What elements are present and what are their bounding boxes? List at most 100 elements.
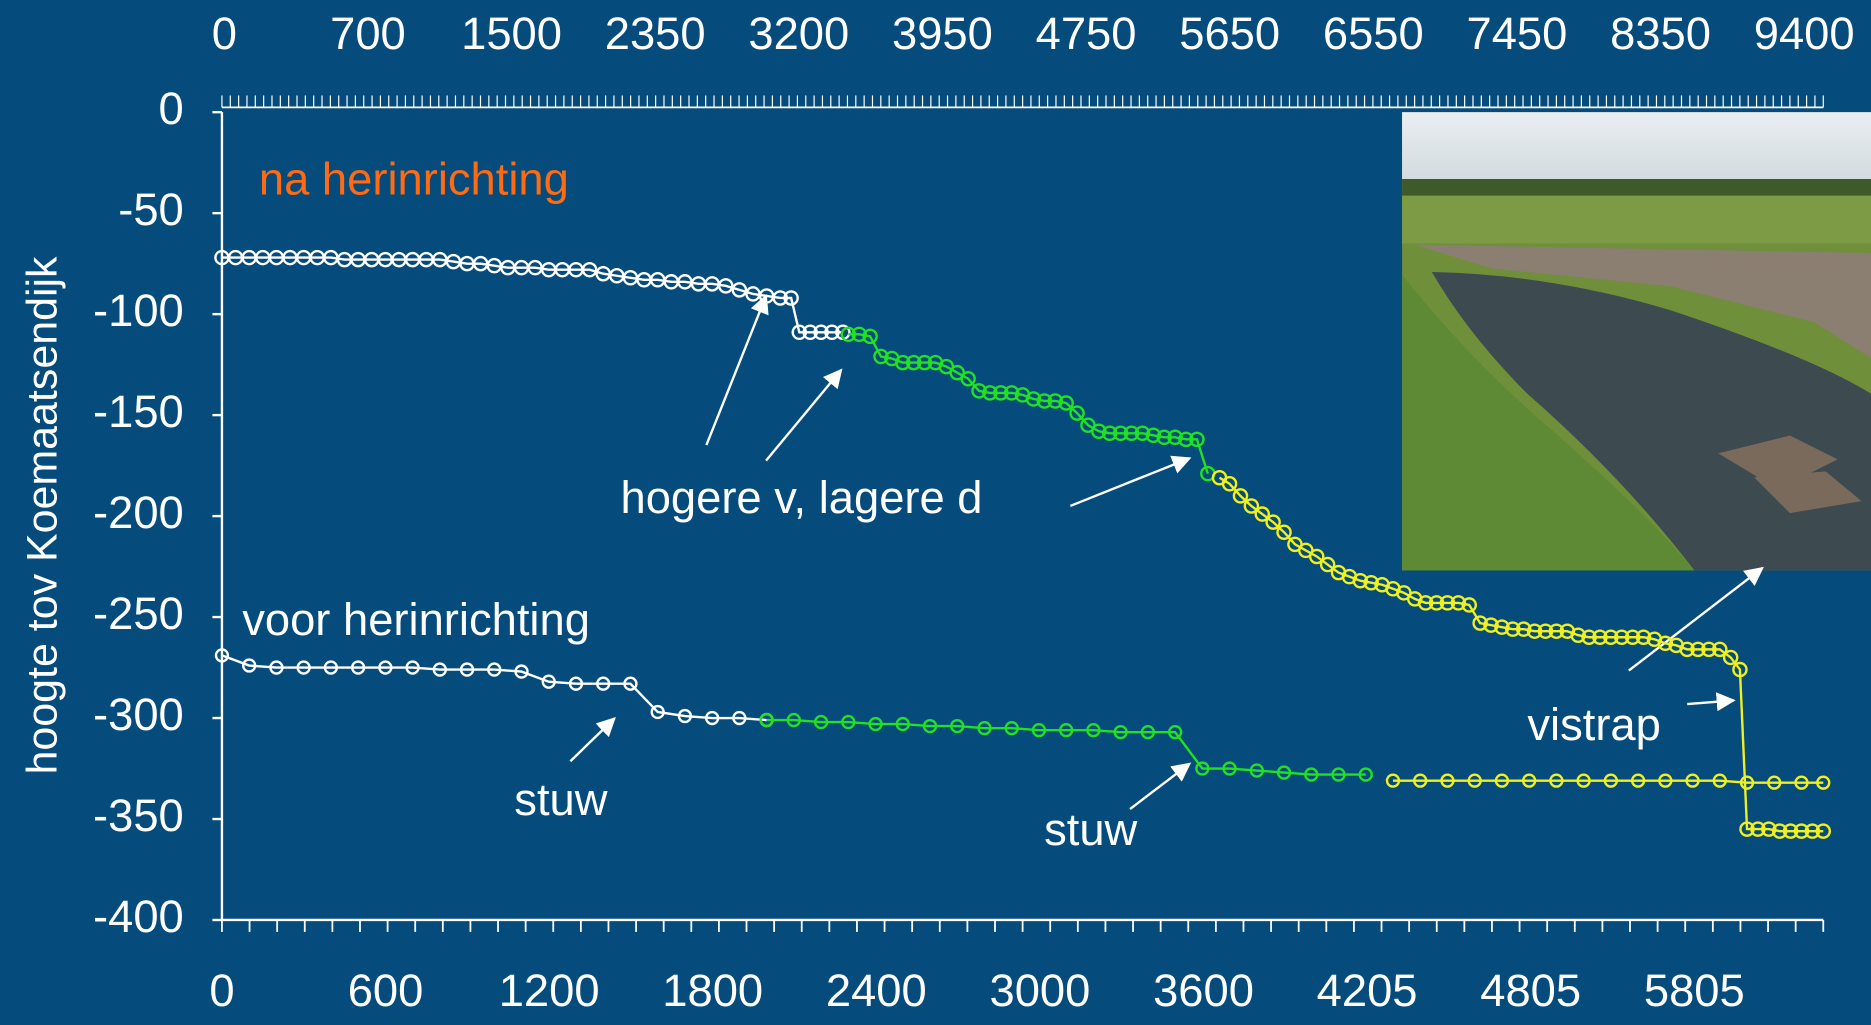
data-point (1031, 722, 1047, 738)
annotation: voor herinrichting (242, 594, 590, 645)
data-point (514, 664, 529, 679)
data-point (1603, 629, 1619, 646)
bottom-axis-label: 3600 (1153, 965, 1254, 1016)
data-point (977, 720, 992, 736)
bottom-axis-label: 5805 (1644, 965, 1745, 1016)
data-point (1123, 425, 1140, 442)
data-point (1113, 725, 1128, 740)
data-point (791, 324, 808, 341)
data-point (1059, 722, 1074, 738)
data-point (1739, 775, 1755, 790)
data-point (862, 328, 878, 345)
y-tick-label: -50 (118, 184, 184, 235)
arrow (765, 368, 843, 462)
data-point (1249, 763, 1264, 778)
annotation: na herinrichting (259, 154, 569, 205)
data-point (895, 716, 910, 732)
bottom-axis-label: 1800 (662, 965, 763, 1016)
data-point (759, 712, 774, 728)
y-tick-label: -200 (93, 487, 184, 538)
data-point (1222, 761, 1237, 776)
data-point (1581, 629, 1597, 646)
data-point (1701, 641, 1717, 658)
series (1385, 773, 1831, 790)
data-point (1603, 773, 1619, 788)
top-axis-label: 8350 (1610, 8, 1711, 59)
data-point (1494, 773, 1510, 788)
top-axis-label: 1500 (461, 8, 562, 59)
data-point (1570, 627, 1586, 643)
arrow (569, 717, 616, 763)
data-point (1548, 623, 1565, 639)
data-point (1276, 765, 1292, 780)
data-point (868, 716, 883, 732)
data-point (895, 354, 911, 371)
data-point (1308, 548, 1325, 565)
data-point (1739, 821, 1755, 837)
data-point (350, 660, 366, 675)
data-point (1265, 514, 1281, 530)
y-tick-label: -400 (93, 891, 184, 942)
bottom-axis-label: 2400 (826, 965, 927, 1016)
data-point (982, 385, 998, 401)
data-point (1243, 498, 1260, 514)
data-point (1086, 722, 1101, 738)
data-point (1679, 641, 1695, 658)
data-point (813, 324, 829, 341)
data-point (1167, 429, 1183, 446)
data-point (1624, 629, 1641, 646)
top-axis-label: 6550 (1323, 8, 1424, 59)
data-point (541, 674, 556, 689)
data-point (1613, 629, 1630, 646)
data-point (905, 354, 922, 371)
series (840, 326, 1216, 482)
annotation-arrows (569, 294, 1764, 810)
data-point (786, 712, 802, 728)
data-point (1483, 617, 1499, 633)
y-tick-label: -250 (93, 588, 184, 639)
data-point (802, 324, 818, 341)
data-point (568, 676, 584, 691)
data-point (1058, 395, 1074, 411)
data-point (296, 660, 311, 675)
data-point (1722, 649, 1739, 666)
data-point (1771, 823, 1788, 839)
data-point (1352, 572, 1369, 589)
data-point (783, 290, 799, 306)
data-point (1592, 629, 1608, 646)
data-point (214, 648, 230, 663)
data-point (1685, 773, 1700, 788)
data-point (432, 662, 447, 677)
data-point (1657, 635, 1674, 652)
data-point (960, 370, 976, 387)
data-point (269, 660, 284, 675)
data-point (1472, 615, 1488, 631)
data-point (1761, 821, 1777, 837)
data-point (1417, 595, 1434, 611)
data-point (1363, 574, 1379, 591)
bottom-axis-label: 4205 (1317, 965, 1418, 1016)
data-point (1195, 761, 1210, 776)
data-point (1450, 595, 1467, 611)
bottom-axis-label: 3000 (989, 965, 1090, 1016)
data-point (378, 660, 393, 675)
data-point (459, 662, 475, 677)
series-line (1392, 779, 1824, 784)
data-point (922, 718, 938, 734)
data-point (242, 658, 257, 673)
data-point (1816, 775, 1831, 790)
data-point (487, 662, 502, 677)
bottom-axis-label: 0 (209, 965, 234, 1016)
data-point (1221, 476, 1238, 492)
data-point (1537, 623, 1554, 639)
top-axis-label: 3200 (748, 8, 849, 59)
top-axis-label: 4750 (1036, 8, 1137, 59)
series-line (766, 718, 1366, 776)
series-line (221, 654, 767, 722)
data-point (1467, 773, 1482, 788)
data-point (1440, 773, 1455, 788)
data-point (677, 708, 693, 724)
data-point (732, 710, 747, 726)
data-point (1112, 425, 1129, 442)
